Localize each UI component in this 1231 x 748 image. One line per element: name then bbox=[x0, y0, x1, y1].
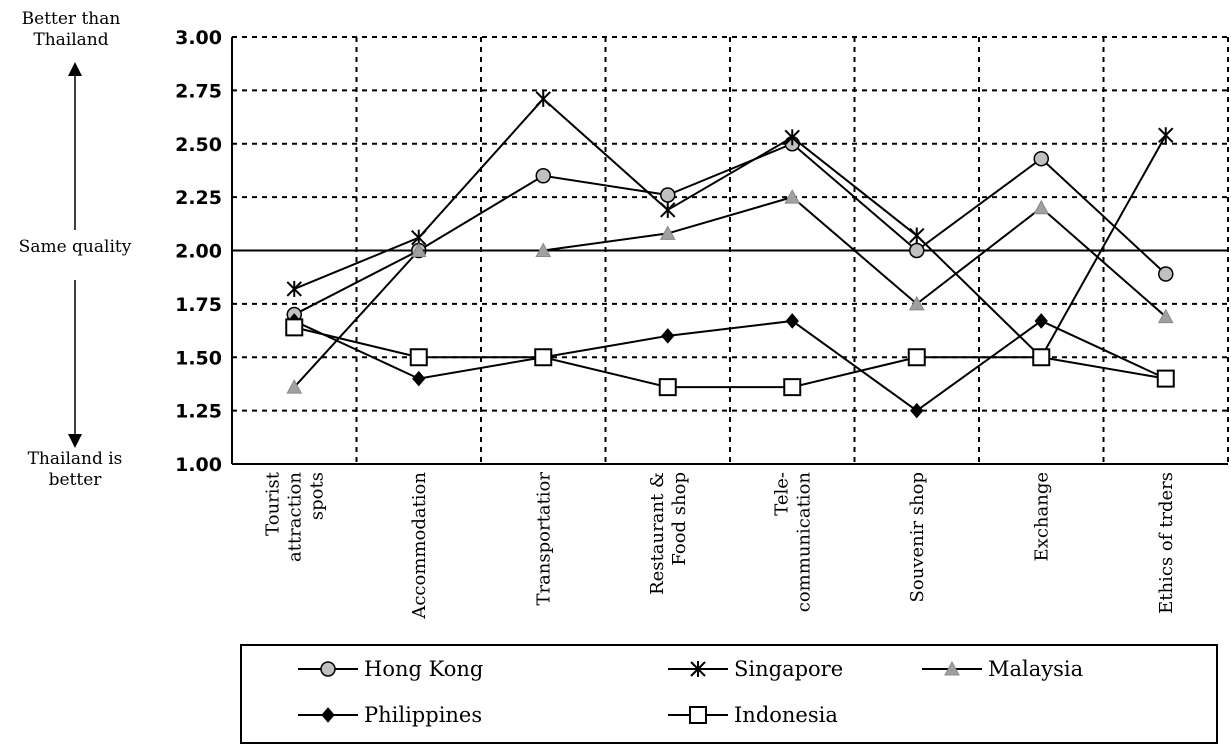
data-point bbox=[535, 90, 551, 107]
chart-legend: Hong Kong Singapore Malaysia Philippines… bbox=[240, 644, 1218, 744]
data-point bbox=[784, 189, 801, 204]
data-point bbox=[409, 348, 428, 367]
arrow-down-icon bbox=[68, 280, 82, 448]
data-point bbox=[785, 313, 799, 329]
annotation-better: Better than Thailand bbox=[21, 9, 121, 50]
annotation-same-quality: Same quality bbox=[18, 237, 132, 257]
data-point bbox=[907, 348, 926, 367]
legend-marker-malaysia bbox=[922, 660, 982, 676]
legend-item: Malaysia bbox=[920, 654, 1083, 684]
y-tick-label: 2.50 bbox=[175, 134, 222, 156]
series-line bbox=[293, 196, 1167, 388]
x-tick-label: Transportatior bbox=[533, 472, 554, 606]
x-tick-label: Exchange bbox=[1031, 472, 1052, 561]
data-point bbox=[1158, 127, 1174, 144]
data-point bbox=[286, 280, 302, 297]
legend-marker-indonesia bbox=[668, 706, 728, 724]
y-tick-label: 2.75 bbox=[175, 80, 222, 102]
legend-symbol bbox=[944, 660, 960, 676]
data-point bbox=[784, 129, 800, 146]
data-point bbox=[1033, 199, 1050, 215]
data-point bbox=[286, 379, 303, 394]
y-tick-label: 3.00 bbox=[175, 27, 222, 49]
data-point bbox=[658, 378, 677, 397]
annotation-thailand-better: Thailand is better bbox=[27, 449, 123, 490]
data-point bbox=[783, 378, 802, 397]
x-axis: Touristattractionspots Accommodation Trans… bbox=[262, 471, 1177, 619]
data-point bbox=[1034, 313, 1048, 329]
data-point bbox=[909, 227, 925, 244]
series-line bbox=[293, 319, 1167, 412]
legend-item: Singapore bbox=[666, 654, 843, 684]
y-tick-label: 2.00 bbox=[175, 241, 222, 263]
legend-label: Malaysia bbox=[988, 657, 1084, 681]
y-tick-label: 1.00 bbox=[175, 454, 222, 476]
data-point bbox=[1158, 266, 1174, 282]
data-point bbox=[535, 168, 551, 184]
legend-item: Hong Kong bbox=[296, 654, 483, 684]
data-point bbox=[1156, 369, 1175, 388]
data-point bbox=[908, 295, 925, 311]
grid-lines bbox=[232, 36, 1229, 465]
x-tick-label: Touristattractionspots bbox=[262, 471, 327, 562]
data-point bbox=[534, 348, 553, 367]
data-point bbox=[661, 328, 675, 344]
data-point bbox=[285, 318, 304, 337]
data-point bbox=[1032, 348, 1051, 367]
data-point bbox=[909, 242, 925, 259]
legend-label: Indonesia bbox=[734, 703, 838, 727]
series-malaysia bbox=[286, 189, 1174, 394]
x-tick-label: Restaurant &Food shop bbox=[647, 472, 690, 595]
y-axis: 1.00 1.25 1.50 1.75 2.00 2.25 2.50 2.75 3.00 bbox=[175, 27, 233, 476]
legend-item: Philippines bbox=[296, 700, 482, 730]
data-point bbox=[410, 242, 427, 257]
x-tick-label: Ethics of trders bbox=[1156, 472, 1177, 614]
data-point bbox=[660, 187, 676, 203]
legend-label: Philippines bbox=[364, 703, 483, 727]
data-point bbox=[659, 225, 676, 240]
data-point bbox=[660, 201, 676, 218]
y-tick-label: 1.25 bbox=[175, 401, 222, 423]
y-tick-label: 1.50 bbox=[175, 347, 222, 369]
series-line bbox=[294, 326, 1166, 389]
legend-marker-philippines bbox=[298, 707, 358, 723]
series-lines bbox=[285, 90, 1175, 419]
y-tick-label: 1.75 bbox=[175, 294, 222, 316]
line-chart: 1.00 1.25 1.50 1.75 2.00 2.25 2.50 2.75 3.00 Tou… bbox=[175, 27, 1229, 620]
y-tick-label: 2.25 bbox=[175, 187, 222, 209]
legend-item: Indonesia bbox=[666, 700, 838, 730]
data-point bbox=[535, 242, 552, 257]
legend-label: Singapore bbox=[734, 657, 844, 681]
data-point bbox=[1033, 150, 1049, 167]
legend-symbol bbox=[689, 706, 707, 724]
legend-symbol bbox=[690, 661, 706, 677]
data-point bbox=[412, 370, 426, 387]
series-line bbox=[293, 142, 1167, 316]
data-point bbox=[910, 402, 924, 419]
x-tick-label: Tele-communication bbox=[771, 472, 814, 613]
x-tick-label: Accommodation bbox=[409, 472, 430, 620]
x-tick-label: Souvenir shop bbox=[907, 472, 928, 602]
legend-symbol bbox=[320, 661, 336, 677]
legend-marker-hong-kong bbox=[298, 661, 358, 677]
legend-marker-singapore bbox=[668, 661, 728, 677]
series-indonesia bbox=[285, 318, 1175, 397]
data-point bbox=[1157, 308, 1174, 324]
arrow-up-icon bbox=[68, 62, 82, 230]
legend-label: Hong Kong bbox=[364, 657, 484, 681]
legend-symbol bbox=[321, 707, 335, 723]
